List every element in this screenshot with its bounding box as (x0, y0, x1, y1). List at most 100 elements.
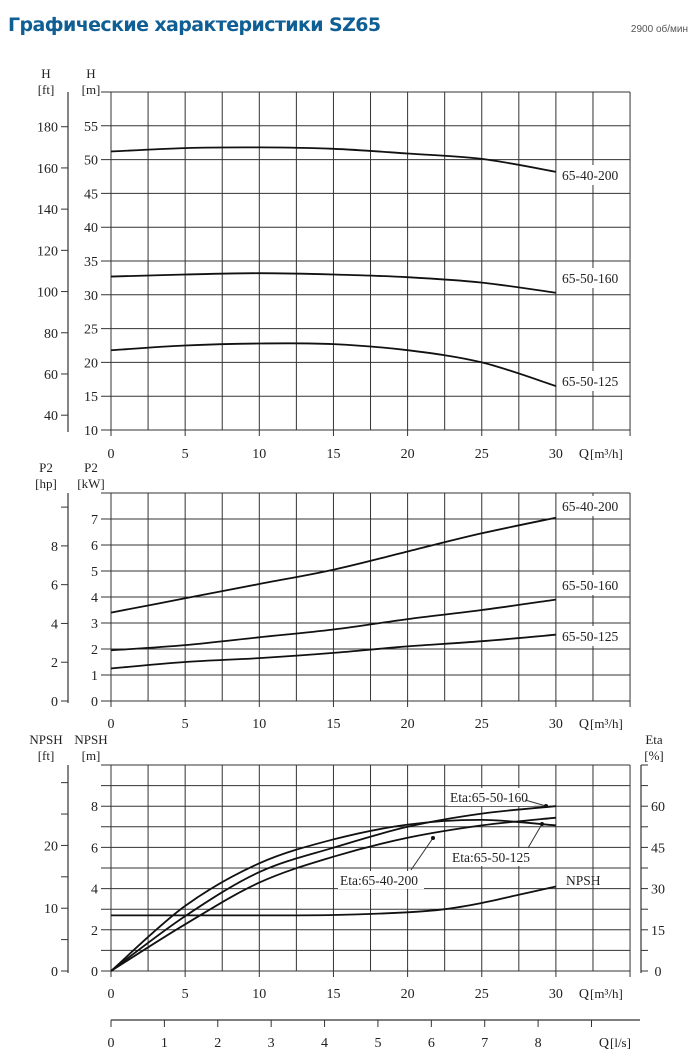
outer-y-tick-label: 0 (51, 965, 58, 980)
x-tick-label: 30 (549, 447, 563, 462)
y-tick-label: 3 (91, 617, 98, 632)
annotation-bg (450, 848, 536, 866)
efficiency-annotation: Eta:65-40-200 (340, 873, 418, 888)
secondary-x-tick-label: 4 (321, 1036, 328, 1050)
x-tick-label: 10 (252, 987, 266, 1002)
outer-y-axis-title: H (41, 66, 50, 81)
right-y-tick-label: 30 (651, 883, 665, 898)
series-line-65-50-125 (110, 342, 557, 387)
x-tick-label: 5 (182, 447, 189, 462)
y-axis-unit: [kW] (77, 476, 104, 491)
annotation-arrow (410, 837, 434, 871)
secondary-x-tick-label: 5 (374, 1036, 381, 1050)
x-tick-label: 30 (549, 987, 563, 1002)
secondary-x-axis-unit: [l/s] (610, 1035, 631, 1050)
secondary-x-tick-label: 0 (108, 1036, 115, 1050)
series-label: 65-50-125 (562, 629, 618, 644)
x-tick-label: 30 (549, 717, 563, 732)
outer-y-tick-label: 40 (44, 409, 58, 424)
annotation-bg (448, 788, 534, 806)
y-axis-unit: [m] (82, 82, 101, 97)
y-tick-label: 2 (91, 924, 98, 939)
y-tick-label: 0 (91, 965, 98, 980)
series-label-bg (559, 268, 627, 288)
x-tick-label: 25 (475, 987, 489, 1002)
series-label-bg (559, 371, 627, 391)
x-tick-label: 20 (401, 987, 415, 1002)
x-tick-label: 25 (475, 717, 489, 732)
outer-y-axis-unit: [ft] (38, 748, 55, 763)
npsh-label: NPSH (566, 873, 601, 888)
outer-y-tick-label: 6 (51, 579, 58, 594)
outer-y-tick-label: 120 (37, 244, 58, 259)
series-line-npsh (110, 885, 557, 917)
x-axis-unit: [m³/h] (590, 446, 623, 461)
outer-y-axis-title: P2 (39, 460, 53, 475)
y-tick-label: 25 (84, 323, 98, 338)
outer-y-tick-label: 100 (37, 286, 58, 301)
x-tick-label: 15 (326, 987, 340, 1002)
outer-y-tick-label: 180 (37, 121, 58, 136)
y-tick-label: 55 (84, 120, 98, 135)
outer-y-tick-label: 2 (51, 656, 58, 671)
chart-head: 10152025303540455055H[m]H[ft]40608010012… (37, 66, 631, 462)
x-tick-label: 20 (401, 447, 415, 462)
right-y-axis-title: Eta (645, 732, 663, 747)
annotation-arrow (524, 799, 547, 807)
rotation-speed: 2900 об/мин (630, 24, 688, 35)
x-tick-label: 15 (326, 447, 340, 462)
outer-y-tick-label: 4 (51, 617, 58, 632)
series-label-bg (559, 626, 627, 646)
secondary-x-tick-label: 3 (268, 1036, 275, 1050)
series-line-65-50-160 (110, 598, 557, 652)
efficiency-annotation: Eta:65-50-160 (450, 790, 528, 805)
x-axis-title: Q (579, 717, 589, 732)
arrow-head-icon (431, 836, 435, 840)
series-line-65-50-125 (110, 633, 556, 670)
series-label: 65-50-125 (562, 374, 618, 389)
x-tick-label: 15 (326, 717, 340, 732)
series-label: 65-40-200 (562, 168, 618, 183)
y-tick-label: 2 (91, 643, 98, 658)
y-tick-label: 4 (91, 591, 98, 606)
secondary-x-tick-label: 8 (535, 1036, 542, 1050)
series-label-bg (559, 165, 627, 185)
annotation-arrow (527, 823, 543, 849)
outer-y-axis-title: NPSH (29, 732, 62, 747)
outer-y-tick-label: 80 (44, 327, 58, 342)
outer-y-axis-unit: [ft] (38, 82, 55, 97)
x-tick-label: 5 (182, 717, 189, 732)
y-tick-label: 50 (84, 154, 98, 169)
right-y-tick-label: 60 (651, 800, 665, 815)
y-tick-label: 4 (91, 883, 98, 898)
x-tick-label: 25 (475, 447, 489, 462)
series-label-bg (559, 496, 627, 516)
arrow-head-icon (540, 822, 544, 826)
right-y-tick-label: 0 (655, 965, 662, 980)
y-axis-unit: [m] (82, 748, 101, 763)
annotation-bg (338, 871, 424, 889)
series-label-bg (559, 575, 627, 595)
x-axis-title: Q (579, 447, 589, 462)
outer-y-tick-label: 0 (51, 695, 58, 710)
y-tick-label: 8 (91, 800, 98, 815)
y-tick-label: 5 (91, 565, 98, 580)
page-title: Графические характеристики SZ65 (8, 14, 381, 36)
series-line-eta-65-40-200 (110, 816, 556, 972)
series-line-eta-65-50-125 (110, 818, 556, 972)
right-y-tick-label: 15 (651, 924, 665, 939)
secondary-x-tick-label: 2 (214, 1036, 221, 1050)
x-tick-label: 10 (252, 717, 266, 732)
x-tick-label: 20 (401, 717, 415, 732)
y-tick-label: 0 (91, 695, 98, 710)
outer-y-tick-label: 8 (51, 540, 58, 555)
series-label: 65-40-200 (562, 499, 618, 514)
efficiency-annotation: Eta:65-50-125 (452, 850, 530, 865)
y-tick-label: 30 (84, 289, 98, 304)
y-tick-label: 6 (91, 539, 98, 554)
series-line-65-40-200 (110, 146, 557, 173)
arrow-head-icon (544, 804, 548, 808)
secondary-x-tick-label: 6 (428, 1036, 435, 1050)
